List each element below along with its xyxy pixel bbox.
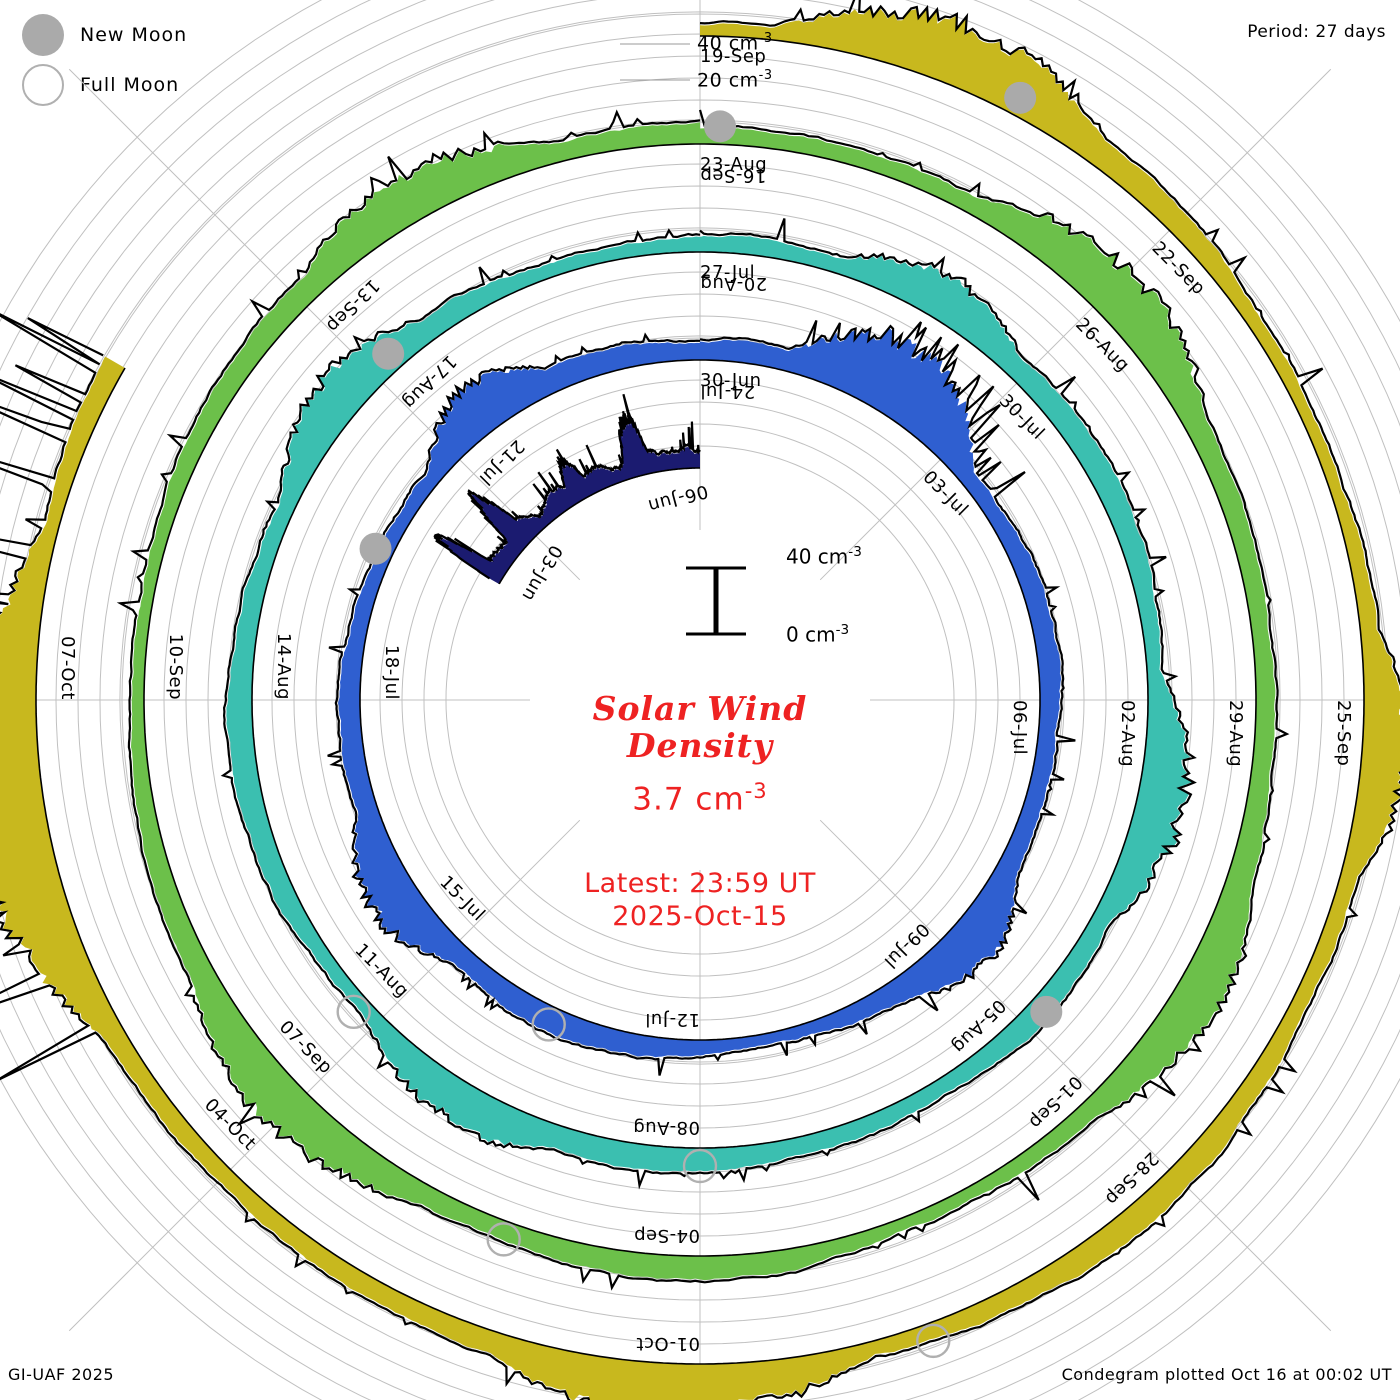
spiral-ring-trace (220, 218, 1197, 1190)
legend-item-full-moon: Full Moon (22, 60, 187, 110)
legend-label-new-moon: New Moon (80, 24, 188, 46)
exponent: -3 (758, 31, 773, 46)
full-moon-marker (916, 1323, 951, 1359)
svg-text:02-Aug: 02-Aug (1117, 700, 1138, 767)
svg-text:14-Aug: 14-Aug (273, 633, 294, 700)
new-moon-marker (1004, 81, 1037, 114)
radial-tick-label-40: 40 cm-3 (697, 31, 773, 55)
date-tick-label: 14-Aug (273, 633, 294, 700)
svg-text:01-Oct: 01-Oct (636, 1333, 700, 1354)
footer-plot-time: Condegram plotted Oct 16 at 00:02 UT (1061, 1365, 1392, 1384)
date-tick-label: 07-Oct (57, 636, 78, 700)
full-moon-marker (531, 1007, 566, 1042)
spiral-ring-baseline (359, 359, 1041, 1041)
exponent: -3 (835, 622, 850, 638)
full-moon-marker (682, 1148, 718, 1184)
spiral-ring-fill (436, 413, 700, 584)
new-moon-marker (359, 532, 392, 565)
chart-title-line1: Solar Wind (592, 689, 808, 728)
date-tick-label: 10-Sep (165, 634, 186, 700)
new-moon-marker (1030, 995, 1063, 1028)
svg-text:30-Jun: 30-Jun (700, 370, 762, 391)
svg-text:18-Jul: 18-Jul (381, 645, 402, 700)
latest-date: 2025-Oct-15 (612, 901, 788, 933)
date-tick-label: 19-Sep (700, 46, 766, 67)
date-tick-label: 20-Aug (700, 273, 767, 294)
date-tick-label: 24-Jul (700, 381, 755, 402)
svg-text:24-Jul: 24-Jul (700, 381, 755, 402)
svg-text:23-Aug: 23-Aug (700, 154, 767, 175)
svg-text:08-Aug: 08-Aug (633, 1117, 700, 1138)
spiral-ring-baseline (498, 467, 700, 585)
date-tick-label: 29-Aug (1225, 700, 1246, 767)
date-tick-label: 08-Aug (633, 1117, 700, 1138)
spiral-ring-baseline (35, 35, 1365, 1365)
svg-text:10-Sep: 10-Sep (165, 634, 186, 700)
spiral-ring-baseline (143, 143, 1257, 1257)
date-tick-label: 06-Jul (1009, 700, 1030, 755)
chart-title: Solar Wind Density (455, 690, 945, 764)
new-moon-marker (704, 110, 737, 143)
new-moon-icon (22, 14, 64, 56)
full-moon-marker (336, 994, 371, 1030)
legend-label-full-moon: Full Moon (80, 74, 180, 96)
date-tick-label: 23-Aug (700, 154, 767, 175)
svg-text:25-Sep: 25-Sep (1333, 700, 1354, 766)
svg-text:04-Sep: 04-Sep (634, 1225, 700, 1246)
new-moon-marker (372, 337, 405, 370)
full-moon-icon (22, 64, 64, 106)
date-tick-label: 01-Oct (636, 1333, 700, 1354)
moon-phase-legend: New Moon Full Moon (22, 10, 187, 110)
scale-bar-bottom-label: 0 cm-3 (786, 622, 850, 647)
exponent: -3 (744, 778, 768, 803)
svg-text:07-Oct: 07-Oct (57, 636, 78, 700)
svg-text:03-Jun: 03-Jun (517, 541, 566, 605)
scale-bar-top-label: 40 cm-3 (786, 544, 862, 569)
spiral-ring-trace (116, 109, 1290, 1291)
date-tick-label: 16-Sep (700, 165, 766, 186)
date-tick-label: 04-Sep (634, 1225, 700, 1246)
exponent: -3 (848, 544, 862, 560)
date-tick-label: 27-Jul (700, 262, 755, 283)
svg-text:12-Jul: 12-Jul (645, 1009, 700, 1030)
date-tick-label: 30-Jun (700, 370, 762, 391)
exponent: -3 (758, 68, 773, 83)
svg-text:19-Sep: 19-Sep (700, 46, 766, 67)
scale-bar: 40 cm-3 0 cm-3 (676, 544, 906, 656)
spiral-ring-baseline (251, 251, 1149, 1149)
svg-text:06-Jul: 06-Jul (1009, 700, 1030, 755)
svg-text:27-Jul: 27-Jul (700, 262, 755, 283)
date-tick-label: 02-Aug (1117, 700, 1138, 767)
date-tick-label: 18-Jul (381, 645, 402, 700)
moon-markers (336, 81, 1063, 1359)
center-annotation: Solar Wind Density 3.7 cm-3 Latest: 23:5… (455, 690, 945, 933)
latest-time: Latest: 23:59 UT (584, 868, 816, 900)
radial-tick-label-20: 20 cm-3 (697, 68, 773, 92)
latest-timestamp: Latest: 23:59 UT 2025-Oct-15 (455, 867, 945, 933)
date-tick-label: 12-Jul (645, 1009, 700, 1030)
spiral-ring-trace (327, 319, 1076, 1076)
radial-tick-leaders (620, 43, 690, 81)
date-tick-label: 25-Sep (1333, 700, 1354, 766)
full-moon-marker (486, 1222, 521, 1257)
svg-text:20-Aug: 20-Aug (700, 273, 767, 294)
date-tick-label: 06-Jun (645, 480, 710, 516)
legend-item-new-moon: New Moon (22, 10, 187, 60)
svg-text:06-Jun: 06-Jun (645, 480, 710, 516)
date-tick-label: 03-Jun (517, 541, 566, 605)
svg-text:29-Aug: 29-Aug (1225, 700, 1246, 767)
footer-credit: GI-UAF 2025 (8, 1365, 115, 1384)
chart-title-line2: Density (626, 726, 774, 765)
svg-text:16-Sep: 16-Sep (700, 165, 766, 186)
period-label: Period: 27 days (1247, 22, 1386, 42)
current-value: 3.7 cm-3 (632, 778, 768, 818)
spiral-ring-trace (433, 393, 701, 580)
